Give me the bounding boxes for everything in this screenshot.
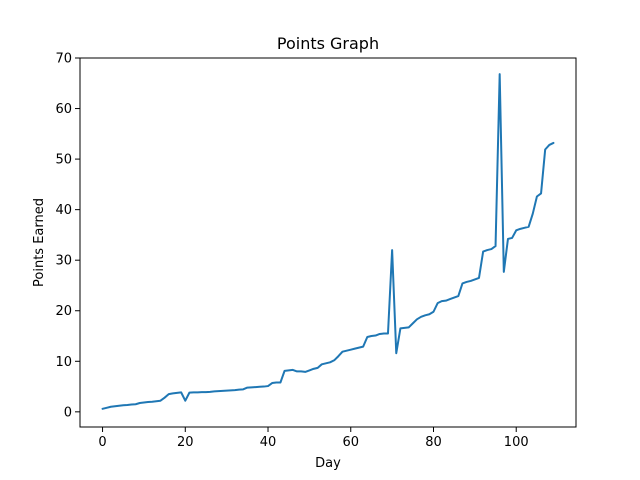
chart-title: Points Graph [277,34,379,53]
y-tick-label: 20 [55,304,72,319]
y-tick-label: 60 [55,102,72,117]
y-tick-label: 40 [55,203,72,218]
x-tick-label: 60 [342,435,359,450]
y-axis-label: Points Earned [32,198,47,287]
x-tick-label: 100 [504,435,529,450]
y-tick-label: 50 [55,153,72,168]
series-line [101,73,555,410]
y-axis: 0 10 20 30 40 50 60 70 [55,52,80,420]
x-tick-label: 40 [260,435,277,450]
x-tick-label: 80 [425,435,442,450]
y-tick-label: 70 [55,52,72,67]
x-tick-label: 0 [98,435,106,450]
y-tick-label: 0 [64,405,72,420]
y-tick-label: 10 [55,355,72,370]
x-tick-label: 20 [177,435,194,450]
x-axis: 0 20 40 60 80 100 [98,427,529,450]
plot-area [80,58,576,427]
y-tick-label: 30 [55,254,72,269]
plot-frame [79,57,577,428]
x-axis-label: Day [315,456,341,471]
